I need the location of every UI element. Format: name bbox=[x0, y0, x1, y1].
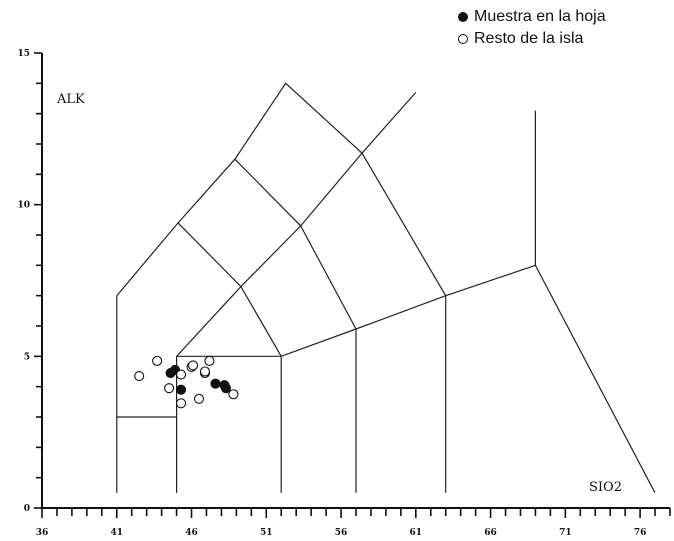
sample-point-open bbox=[152, 355, 163, 366]
sample-point-filled bbox=[176, 384, 187, 395]
legend-label-muestra: Muestra en la hoja bbox=[474, 8, 606, 25]
sample-point-open bbox=[164, 383, 175, 394]
x-tick-label: 66 bbox=[484, 528, 497, 538]
x-tick-label: 46 bbox=[185, 528, 198, 538]
x-tick-label: 61 bbox=[410, 528, 423, 538]
sample-point-open bbox=[199, 366, 211, 377]
x-tick-label: 41 bbox=[110, 528, 123, 538]
y-axis-label: ALK bbox=[57, 92, 85, 107]
sample-point-open bbox=[187, 360, 199, 371]
sample-point-filled bbox=[210, 378, 221, 389]
legend-item-open: Resto de la isla bbox=[458, 28, 606, 50]
x-axis-label: SIO2 bbox=[589, 480, 622, 495]
x-tick-label: 36 bbox=[36, 528, 49, 538]
field-boundary-line bbox=[116, 82, 417, 297]
sample-point-open bbox=[134, 370, 145, 382]
x-tick-label: 56 bbox=[335, 528, 348, 538]
sample-point-open bbox=[176, 398, 187, 409]
x-tick-label: 51 bbox=[260, 528, 273, 538]
field-boundary-line bbox=[177, 222, 282, 493]
open-circle-icon bbox=[458, 34, 468, 44]
field-boundary-line bbox=[176, 264, 656, 494]
sample-point-open bbox=[176, 369, 187, 380]
sample-point-open bbox=[193, 393, 205, 404]
sample-point-open bbox=[228, 389, 239, 400]
sample-point-open bbox=[204, 355, 215, 366]
y-tick-label: 5 bbox=[24, 352, 30, 362]
x-tick-label: 71 bbox=[559, 528, 572, 538]
y-tick-label: 10 bbox=[17, 201, 30, 211]
x-tick-label: 76 bbox=[634, 528, 647, 538]
y-tick-label: 15 bbox=[17, 49, 30, 59]
field-boundary-line bbox=[176, 152, 363, 493]
legend: Muestra en la hoja Resto de la isla bbox=[458, 6, 606, 50]
field-boundary-line bbox=[234, 158, 357, 493]
filled-circle-icon bbox=[458, 12, 468, 22]
field-boundary-line bbox=[361, 152, 447, 493]
legend-label-resto: Resto de la isla bbox=[474, 30, 584, 47]
legend-item-filled: Muestra en la hoja bbox=[458, 6, 606, 28]
y-tick-label: 0 bbox=[24, 504, 30, 514]
sample-point-filled bbox=[220, 383, 231, 394]
